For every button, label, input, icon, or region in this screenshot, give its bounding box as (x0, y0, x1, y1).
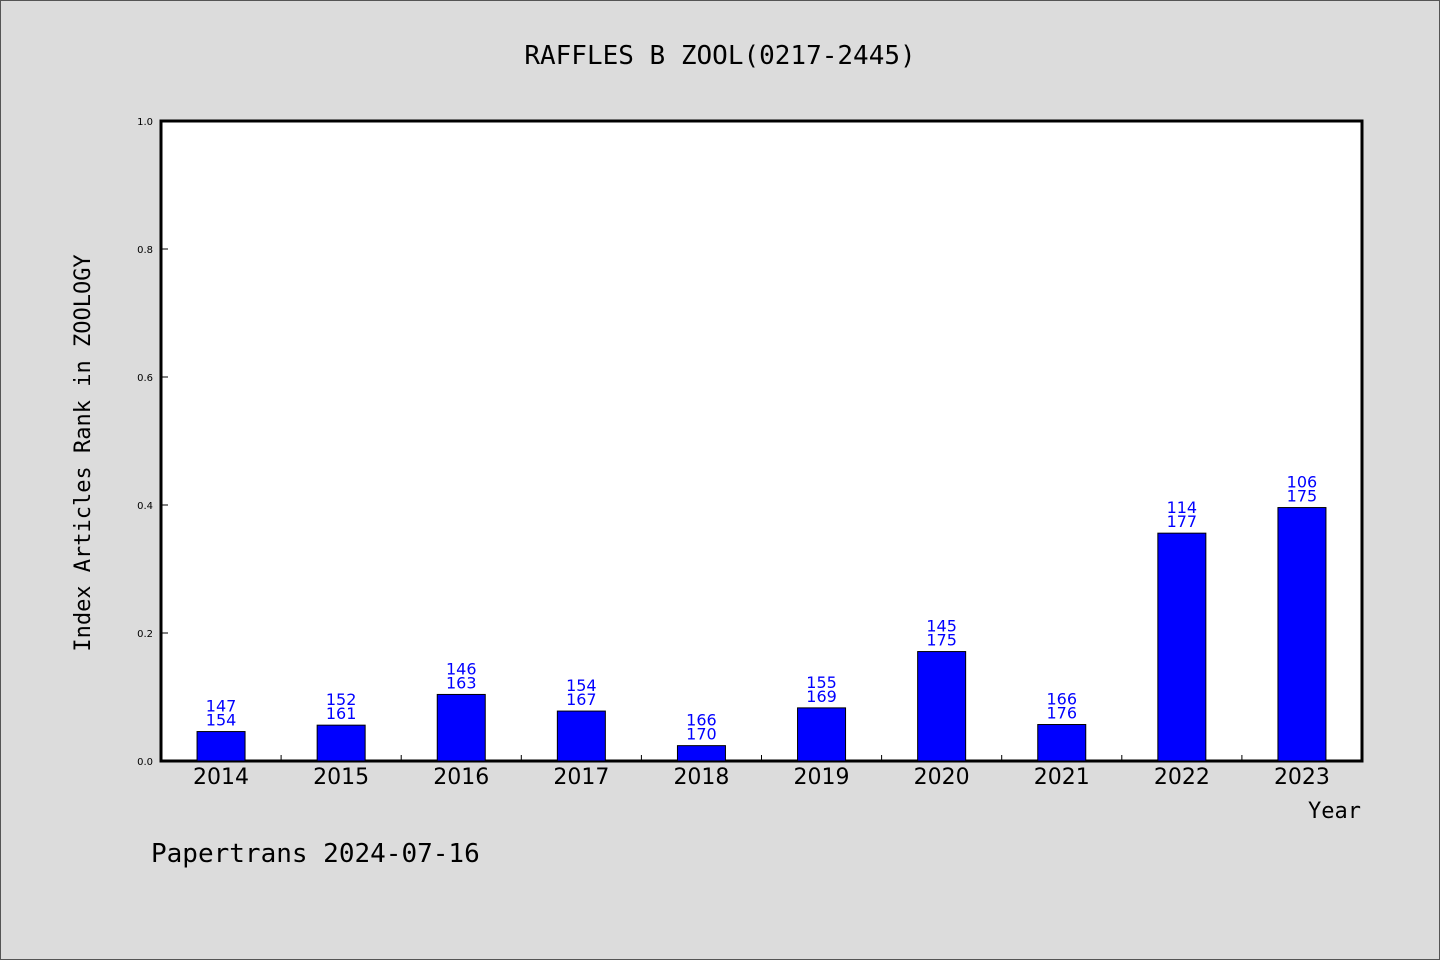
bar-total-label: 176 (1046, 704, 1077, 723)
x-tick-label: 2019 (794, 765, 850, 790)
bar (797, 707, 847, 762)
x-tick-label: 2022 (1154, 765, 1210, 790)
x-tick-label: 2021 (1034, 765, 1090, 790)
bar-rank-label: 152 (326, 690, 357, 709)
bar-total-label: 161 (326, 704, 357, 723)
bar-rank-label: 146 (446, 659, 477, 678)
chart-title: RAFFLES B ZOOL(0217-2445) (524, 41, 915, 71)
bar (1037, 724, 1087, 762)
bars (196, 507, 1327, 762)
x-axis: 2014 2015 2016 2017 2018 2019 2020 2021 2022 2023 (193, 755, 1330, 790)
x-tick-label: 2015 (313, 765, 369, 790)
y-axis-label: Index Articles Rank in ZOOLOGY (71, 254, 96, 651)
y-tick-label: 0.6 (137, 373, 153, 384)
bar-total-label: 175 (1287, 487, 1318, 506)
bar (676, 745, 726, 762)
bar-rank-label: 166 (1046, 690, 1077, 709)
bar-rank-label: 145 (926, 617, 957, 636)
footer-text: Papertrans 2024-07-16 (151, 839, 480, 869)
bar (917, 651, 967, 762)
x-axis-label: Year (1308, 799, 1361, 824)
bar-rank-label: 166 (686, 711, 717, 730)
y-tick-label: 0.0 (137, 757, 153, 768)
y-tick-label: 0.8 (137, 245, 153, 256)
x-tick-label: 2016 (433, 765, 489, 790)
y-tick-label: 0.4 (137, 501, 153, 512)
bar-rank-label: 147 (206, 697, 237, 716)
y-tick-label: 0.2 (137, 629, 153, 640)
x-tick-label: 2014 (193, 765, 249, 790)
bar-total-label: 154 (206, 711, 237, 730)
bar-total-label: 163 (446, 673, 477, 692)
bar (196, 731, 246, 762)
x-tick-label: 2017 (553, 765, 609, 790)
bar-total-label: 167 (566, 690, 597, 709)
bar-rank-label: 155 (806, 673, 837, 692)
bar (556, 710, 606, 762)
x-tick-label: 2018 (673, 765, 729, 790)
bar-total-label: 177 (1167, 512, 1198, 531)
bar (436, 693, 486, 762)
y-axis: 0.0 0.2 0.4 0.6 0.8 1.0 (137, 117, 168, 768)
bar (1277, 507, 1327, 762)
bar (316, 724, 366, 762)
x-tick-label: 2023 (1274, 765, 1330, 790)
bar-rank-label: 106 (1287, 473, 1318, 492)
x-tick-label: 2020 (914, 765, 970, 790)
bar (1157, 532, 1207, 762)
bar-rank-label: 154 (566, 676, 597, 695)
bar-rank-label: 114 (1167, 498, 1198, 517)
bar-total-label: 169 (806, 687, 837, 706)
bar-total-label: 170 (686, 725, 717, 744)
y-tick-label: 1.0 (137, 117, 153, 128)
bar-total-label: 175 (926, 631, 957, 650)
